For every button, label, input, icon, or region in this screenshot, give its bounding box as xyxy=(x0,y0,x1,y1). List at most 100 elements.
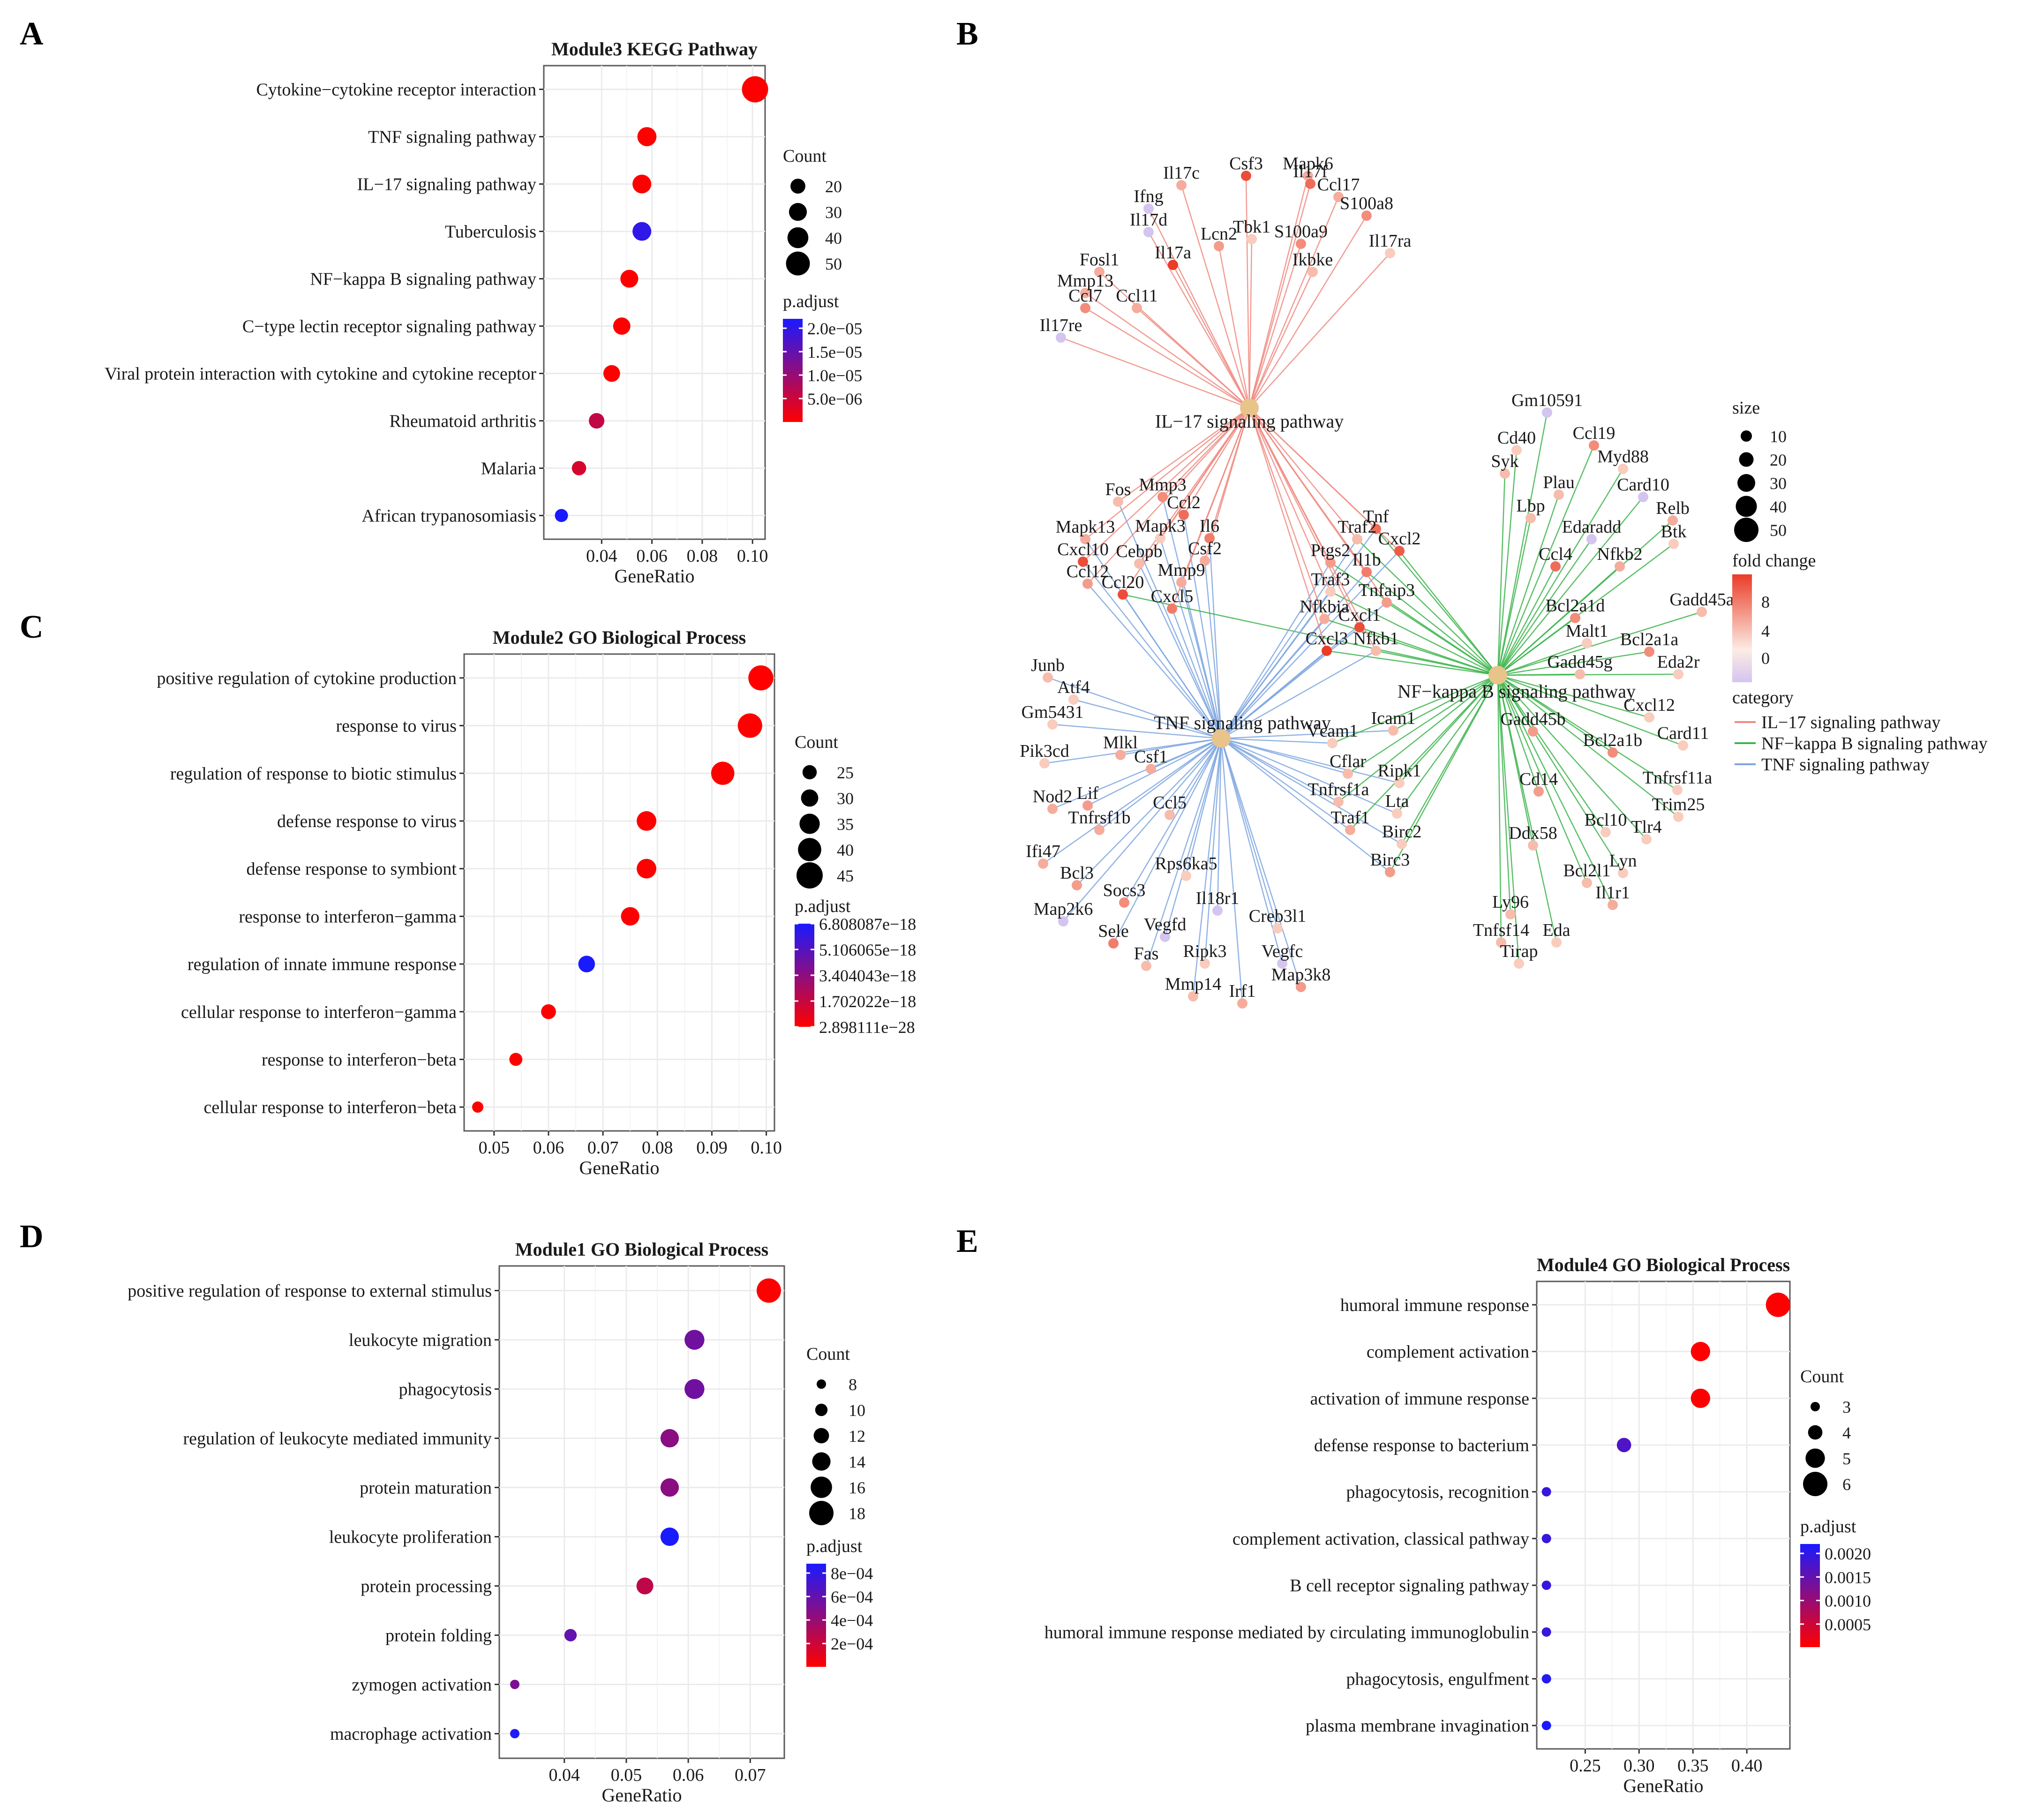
gene-node xyxy=(1143,203,1154,214)
gene-label: Il17ra xyxy=(1369,231,1412,251)
data-point xyxy=(589,413,605,429)
color-legend-label: 1.702022e−18 xyxy=(819,992,916,1011)
network-edge xyxy=(1396,675,1499,814)
network-edge xyxy=(1171,407,1250,609)
network-edge xyxy=(1192,738,1222,997)
size-legend-swatch xyxy=(811,1476,832,1498)
gene-node xyxy=(1528,726,1538,737)
y-tick-label: Cytokine−cytokine receptor interaction xyxy=(256,80,536,100)
data-point xyxy=(1541,1627,1551,1637)
gene-label: Fos xyxy=(1105,480,1131,499)
gene-node xyxy=(1179,510,1189,520)
network-edge xyxy=(1221,738,1351,831)
gene-label: Bcl2a1a xyxy=(1620,630,1679,649)
gene-label: Il17f xyxy=(1293,162,1328,181)
size-legend-title: size xyxy=(1732,398,1760,418)
y-tick-label: Malaria xyxy=(481,459,536,479)
gene-label: Bcl2a1d xyxy=(1546,596,1605,616)
network-edge xyxy=(1148,232,1250,408)
gene-node xyxy=(1080,534,1090,544)
color-legend-label: 1.5e−05 xyxy=(807,343,862,361)
x-tick-label: 0.35 xyxy=(1677,1756,1709,1776)
gene-label: Cd40 xyxy=(1497,428,1536,448)
gene-node xyxy=(1181,871,1191,881)
y-tick-label: protein maturation xyxy=(360,1478,492,1498)
y-tick-label: defense response to bacterium xyxy=(1314,1436,1529,1455)
network-edge xyxy=(1204,738,1222,964)
size-legend-swatch xyxy=(790,179,805,194)
y-tick-label: protein folding xyxy=(385,1626,492,1646)
y-tick-label: complement activation, classical pathway xyxy=(1232,1529,1529,1549)
network-edge xyxy=(1497,675,1557,943)
gene-label: Vegfd xyxy=(1144,915,1187,934)
gene-label: Creb3l1 xyxy=(1249,906,1306,926)
network-edge xyxy=(1248,407,1325,619)
network-edge xyxy=(1497,675,1502,943)
size-legend-title: Count xyxy=(783,146,827,166)
gene-node xyxy=(1325,587,1336,597)
network-edge xyxy=(1248,271,1314,408)
gene-node xyxy=(1608,747,1618,758)
gene-node xyxy=(1668,515,1678,526)
fold-change-legend-label: 0 xyxy=(1761,649,1770,668)
pathway-hub-label: IL−17 signaling pathway xyxy=(1155,411,1344,432)
network-edge xyxy=(1497,675,1624,874)
network-edge xyxy=(1217,738,1222,911)
size-legend-label: 6 xyxy=(1842,1475,1851,1494)
y-tick-label: response to interferon−beta xyxy=(262,1050,457,1069)
data-point xyxy=(1541,1721,1551,1731)
color-legend-title: p.adjust xyxy=(806,1536,863,1556)
gene-label: Il6 xyxy=(1200,516,1219,536)
network-edge xyxy=(1357,539,1498,676)
gene-node xyxy=(1072,880,1082,890)
gene-node xyxy=(1212,905,1223,916)
y-tick-label: response to virus xyxy=(336,716,457,736)
network-edge xyxy=(1359,626,1498,676)
gene-label: Nod2 xyxy=(1033,787,1072,806)
panel-letter-d: D xyxy=(20,1219,44,1255)
data-point xyxy=(748,665,774,691)
network-edge xyxy=(1497,674,1650,718)
size-legend-label: 40 xyxy=(837,841,854,859)
gene-label: Mmp9 xyxy=(1157,560,1205,580)
gene-node xyxy=(1058,916,1068,926)
gene-node xyxy=(1514,958,1524,969)
gene-label: Card10 xyxy=(1617,475,1669,495)
y-tick-label: TNF signaling pathway xyxy=(368,128,536,147)
gene-node xyxy=(1308,267,1318,277)
y-tick-label: phagocytosis, engulfment xyxy=(1346,1669,1530,1689)
network-edge xyxy=(1221,738,1398,814)
category-legend-label: IL−17 signaling pathway xyxy=(1761,713,1940,732)
network-edge xyxy=(1087,583,1222,739)
y-tick-label: Tuberculosis xyxy=(445,222,536,242)
data-point xyxy=(541,1004,556,1019)
gene-node xyxy=(1068,694,1079,705)
network-edge xyxy=(1497,611,1702,676)
gene-label: Mapk13 xyxy=(1056,517,1115,537)
color-legend-bar xyxy=(806,1564,826,1667)
size-legend-label: 35 xyxy=(837,815,854,834)
x-tick-label: 0.08 xyxy=(642,1138,673,1158)
network-edge xyxy=(1052,738,1222,810)
x-axis-label: GeneRatio xyxy=(1623,1775,1703,1796)
color-legend-label: 3.404043e−18 xyxy=(819,966,916,985)
size-legend-label: 4 xyxy=(1842,1423,1851,1442)
y-tick-label: activation of immune response xyxy=(1310,1389,1530,1408)
gene-node xyxy=(1080,288,1090,298)
gene-node xyxy=(1204,533,1215,543)
gene-node xyxy=(1550,561,1561,572)
gene-node xyxy=(1528,840,1538,851)
size-legend-swatch xyxy=(1808,1425,1823,1440)
gene-node xyxy=(1176,180,1187,190)
gene-node xyxy=(1277,958,1287,969)
y-tick-label: phagocytosis xyxy=(399,1380,492,1400)
data-point xyxy=(613,317,631,335)
gene-label: S100a9 xyxy=(1274,222,1328,241)
color-legend-label: 8e−04 xyxy=(831,1564,873,1583)
size-legend-label: 3 xyxy=(1842,1398,1851,1416)
network-edge xyxy=(1204,560,1222,739)
gene-node xyxy=(1554,490,1564,500)
gene-label: Eda xyxy=(1542,920,1570,940)
gene-node xyxy=(1644,712,1654,723)
gene-label: Ccl7 xyxy=(1068,286,1102,306)
